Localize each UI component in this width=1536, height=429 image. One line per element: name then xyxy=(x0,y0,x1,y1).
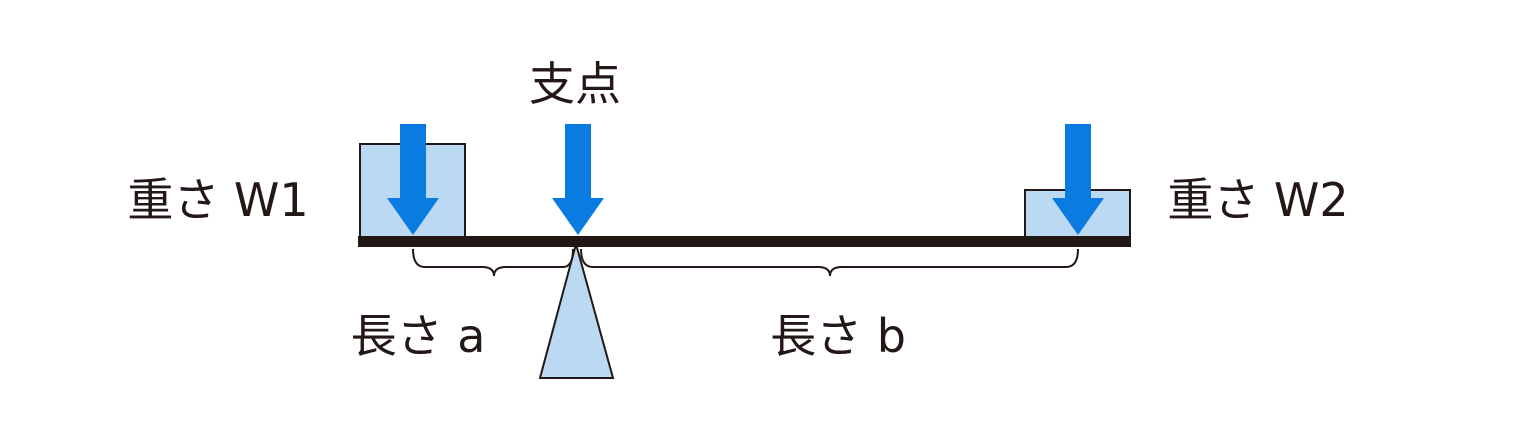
length-b-label: 長さ b xyxy=(770,309,906,363)
fulcrum-triangle xyxy=(538,240,615,379)
length-a-label: 長さ a xyxy=(351,309,486,363)
weight-w2-label: 重さ W2 xyxy=(1167,173,1348,227)
down-arrow-icon xyxy=(552,124,604,235)
weight-w1-label: 重さ W1 xyxy=(127,173,308,227)
lever-beam xyxy=(358,236,1131,247)
down-arrow-icon xyxy=(387,124,439,235)
brace-length-a xyxy=(412,248,574,277)
down-arrow-icon xyxy=(1052,124,1104,235)
brace-length-b xyxy=(580,248,1079,277)
fulcrum-label: 支点 xyxy=(529,57,621,111)
